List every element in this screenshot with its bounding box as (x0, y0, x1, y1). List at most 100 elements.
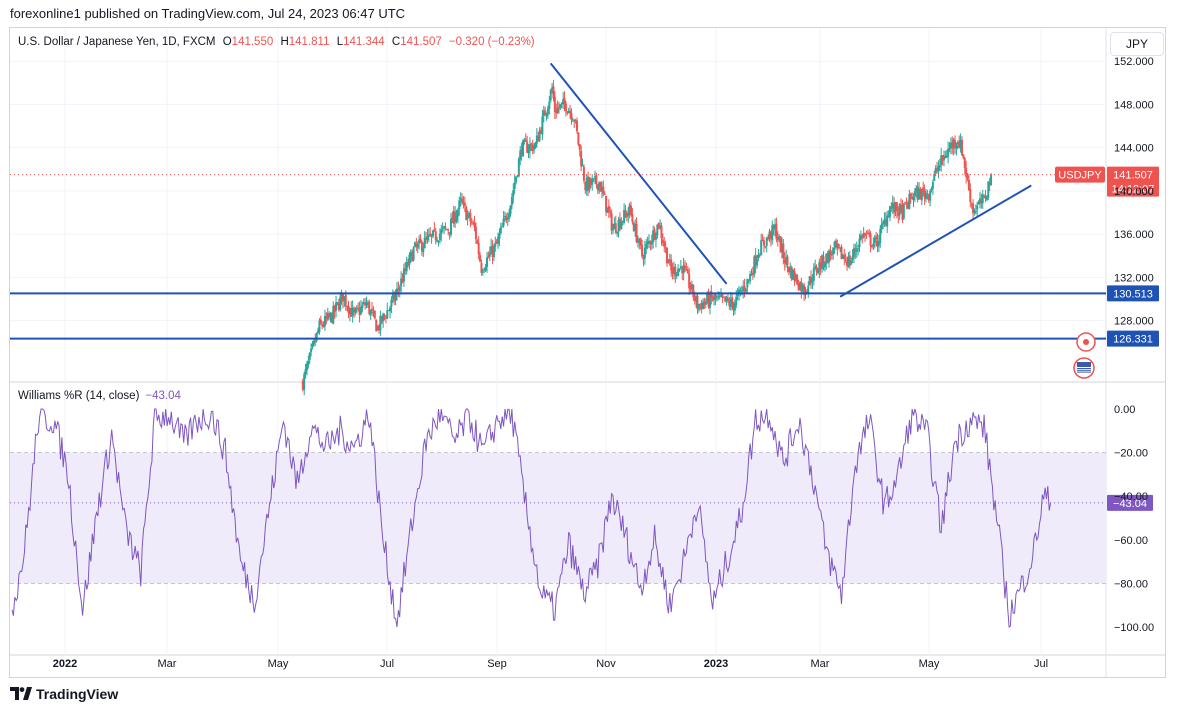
candle-body (649, 241, 652, 244)
time-tick-label: Nov (596, 658, 616, 670)
candle-body (645, 244, 648, 249)
wpr-tick-label: −40.00 (1114, 491, 1148, 503)
candle-body (512, 190, 515, 197)
candle-body (490, 246, 493, 255)
price-tick-label: 148.000 (1114, 99, 1154, 111)
candle-body (659, 226, 662, 229)
candle-body (588, 177, 591, 190)
candle-body (815, 266, 818, 272)
price-tick-label: 132.000 (1114, 272, 1154, 284)
candle-body (545, 113, 548, 117)
candle-body (328, 313, 331, 318)
candle-body (707, 294, 710, 307)
candle-body (459, 197, 462, 200)
candle-body (718, 296, 721, 298)
candle-body (419, 238, 422, 243)
candle-body (787, 266, 790, 273)
candle-body (706, 294, 709, 303)
candle-body (786, 256, 789, 266)
candle-body (731, 297, 734, 305)
candle-body (497, 237, 500, 244)
candle-body (541, 116, 544, 135)
candle-body (625, 213, 628, 218)
candle-body (980, 199, 983, 204)
candle-body (591, 179, 594, 185)
candle-body (749, 273, 752, 282)
candle-body (548, 101, 551, 110)
candle-body (859, 235, 862, 240)
candle-body (688, 273, 691, 289)
candle-body (362, 302, 365, 304)
candle-body (304, 369, 307, 374)
candle-body (648, 240, 651, 243)
candle-body (480, 262, 483, 273)
candle-body (966, 175, 969, 179)
candle-body (538, 130, 541, 141)
candle-body (578, 144, 581, 150)
candle-body (336, 302, 339, 304)
candle-body (382, 313, 385, 321)
candle-body (823, 264, 826, 268)
candle-body (769, 232, 772, 240)
footer-brand[interactable]: TradingView (10, 686, 118, 703)
candle-body (467, 212, 470, 214)
candle-body (465, 206, 468, 221)
candle-body (416, 243, 419, 248)
wpr-tick-label: −100.00 (1114, 622, 1154, 634)
candle-body (526, 141, 529, 153)
candle-body (792, 269, 795, 280)
candle-body (812, 268, 815, 281)
candle-body (341, 292, 344, 302)
candle-body (905, 202, 908, 204)
candle-body (810, 277, 813, 284)
candle-body (653, 229, 656, 239)
candle-body (364, 303, 367, 306)
candle-body (361, 305, 364, 309)
candle-body (970, 203, 973, 205)
candle-body (537, 135, 540, 142)
indicator-label[interactable]: Williams %R (14, close) (18, 390, 140, 402)
candle-body (390, 299, 393, 307)
candle-body (559, 104, 562, 108)
candle-body (703, 301, 706, 304)
symbol-label[interactable]: U.S. Dollar / Japanese Yen, 1D, FXCM (18, 36, 216, 48)
candle-body (733, 303, 736, 311)
candle-body (418, 239, 421, 244)
candle-body (520, 149, 523, 156)
candle-body (689, 288, 692, 290)
candle-body (944, 155, 947, 159)
candle-body (684, 265, 687, 269)
candle-body (656, 224, 659, 236)
candle-body (805, 291, 808, 293)
candle-body (720, 294, 723, 296)
candle-body (927, 194, 930, 201)
chart-overlays[interactable]: 130.513 126.331 USDJPY 141.507 14:12:07 −43.0… (10, 62, 1159, 511)
us-flag-stripe (1077, 371, 1091, 373)
candle-body (821, 255, 824, 270)
candle-body (882, 222, 885, 225)
candle-body (911, 197, 914, 199)
candle-body (678, 268, 681, 271)
candle-body (760, 240, 763, 256)
candle-body (814, 266, 817, 269)
candle-body (833, 242, 836, 247)
low-label: L (336, 36, 344, 48)
candle-body (700, 302, 703, 310)
candle-body (566, 111, 569, 113)
candle-body (931, 181, 934, 189)
price-tick-label: 136.000 (1114, 229, 1154, 241)
candle-body (924, 193, 927, 200)
candle-body (962, 154, 965, 158)
candle-body (654, 235, 657, 240)
candle-body (657, 223, 660, 228)
candle-body (973, 210, 976, 214)
candle-body (956, 142, 959, 145)
candle-body (610, 213, 613, 231)
candle-body (434, 231, 437, 241)
publisher-line: forexonline1 published on TradingView.co… (10, 6, 406, 21)
candle-body (692, 284, 695, 298)
candle-body (510, 196, 513, 206)
candle-body (332, 306, 335, 324)
currency-button[interactable]: JPY (1110, 32, 1164, 56)
